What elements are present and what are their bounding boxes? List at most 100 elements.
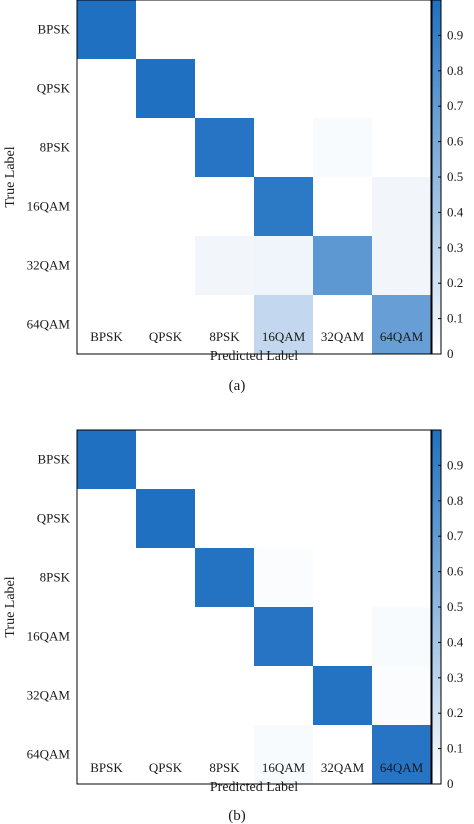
- heatmap-cell: [136, 430, 196, 490]
- colorbar-tick-label: 0.3: [447, 240, 463, 255]
- heatmap-cell: [195, 548, 255, 608]
- heatmap-cell: [77, 295, 137, 355]
- heatmap-cell: [372, 607, 432, 667]
- heatmap-cell: [313, 666, 373, 726]
- y-tick-label: QPSK: [37, 81, 71, 96]
- heatmap-cell: [313, 0, 373, 60]
- heatmap-cell: [313, 59, 373, 119]
- heatmap-cell: [77, 666, 137, 726]
- x-tick-label: 8PSK: [209, 329, 240, 344]
- heatmap-cell: [313, 489, 373, 549]
- heatmap-cell: [254, 177, 314, 237]
- heatmap-cell: [195, 666, 255, 726]
- heatmap-cell: [313, 725, 373, 785]
- y-tick-label: 16QAM: [27, 629, 71, 644]
- heatmap-cell: [195, 489, 255, 549]
- subfigure-caption: (b): [228, 808, 246, 824]
- heatmap-cell: [254, 430, 314, 490]
- heatmap-cell: [195, 607, 255, 667]
- colorbar-tick-label: 0.7: [447, 98, 464, 113]
- y-tick-label: 64QAM: [27, 747, 71, 762]
- heatmap-cell: [136, 0, 196, 60]
- heatmap-cell: [254, 607, 314, 667]
- colorbar-tick-label: 0.5: [447, 599, 463, 614]
- x-tick-label: 64QAM: [380, 760, 424, 775]
- heatmap-cell: [195, 118, 255, 178]
- colorbar-tick-label: 0.8: [447, 63, 463, 78]
- heatmap-cell: [313, 548, 373, 608]
- y-tick-label: 16QAM: [27, 199, 71, 214]
- heatmap-cell: [136, 725, 196, 785]
- heatmap-cell: [372, 177, 432, 237]
- confusion-matrix-0: BPSK QPSK 8PSK 16QAM 32QAM 64QAM BPSK QPSK 8PSK 1…: [3, 0, 464, 394]
- y-tick-label: 64QAM: [27, 317, 71, 332]
- heatmap-cell: [313, 177, 373, 237]
- colorbar-tick-label: 0.6: [447, 134, 464, 149]
- heatmap-cell: [372, 59, 432, 119]
- x-tick-label: 32QAM: [321, 760, 365, 775]
- heatmap-cell: [77, 430, 137, 490]
- subfigure-caption: (a): [229, 378, 246, 394]
- x-tick-label: QPSK: [149, 760, 183, 775]
- colorbar-tick-label: 0.1: [447, 741, 463, 756]
- colorbar-tick-label: 0: [447, 776, 454, 791]
- x-tick-label: 32QAM: [321, 329, 365, 344]
- colorbar-tick-label: 0.4: [447, 634, 464, 649]
- y-axis-label: True Label: [3, 146, 18, 207]
- colorbar-tick-label: 0.9: [447, 457, 463, 472]
- heatmap-cell: [372, 118, 432, 178]
- y-tick-label: 8PSK: [40, 140, 71, 155]
- x-tick-label: 16QAM: [262, 760, 306, 775]
- heatmap-cell: [254, 0, 314, 60]
- heatmap-cell: [254, 666, 314, 726]
- heatmap-cell: [195, 177, 255, 237]
- heatmap-cell: [195, 59, 255, 119]
- heatmap-cell: [372, 666, 432, 726]
- plot-frame: [76, 0, 432, 355]
- heatmap-cell: [372, 236, 432, 296]
- y-tick-label: BPSK: [37, 452, 70, 467]
- heatmap-cell: [313, 295, 373, 355]
- colorbar-tick-label: 0.7: [447, 528, 464, 543]
- y-axis-label: True Label: [3, 576, 18, 637]
- heatmap-cell: [77, 59, 137, 119]
- heatmap-cell: [136, 59, 196, 119]
- x-axis-label: Predicted Label: [210, 780, 298, 795]
- x-tick-label: 64QAM: [380, 329, 424, 344]
- x-axis-label: Predicted Label: [210, 349, 298, 364]
- heatmap-cell: [195, 0, 255, 60]
- heatmap-cell: [195, 430, 255, 490]
- colorbar-tick-label: 0.5: [447, 169, 463, 184]
- heatmap-cell: [77, 236, 137, 296]
- heatmap-cell: [254, 118, 314, 178]
- y-tick-label: QPSK: [37, 511, 71, 526]
- colorbar-tick-label: 0.2: [447, 275, 463, 290]
- plot-frame: [76, 429, 432, 785]
- heatmap-cell: [254, 548, 314, 608]
- heatmap-cell: [136, 118, 196, 178]
- heatmap-cell: [136, 548, 196, 608]
- heatmap-cell: [254, 489, 314, 549]
- colorbar-tick-label: 0.9: [447, 27, 463, 42]
- x-tick-label: 8PSK: [209, 760, 240, 775]
- y-tick-label: BPSK: [37, 22, 70, 37]
- heatmap-cell: [195, 725, 255, 785]
- colorbar-tick-label: 0.3: [447, 670, 463, 685]
- heatmap-cell: [313, 118, 373, 178]
- x-tick-label: 16QAM: [262, 329, 306, 344]
- y-tick-label: 32QAM: [27, 258, 71, 273]
- confusion-matrix-1: BPSK QPSK 8PSK 16QAM 32QAM 64QAM BPSK QPSK 8PSK 1…: [3, 429, 464, 824]
- heatmap-cell: [372, 489, 432, 549]
- heatmap-cell: [77, 725, 137, 785]
- colorbar-tick-label: 0.2: [447, 705, 463, 720]
- heatmap-cell: [195, 236, 255, 296]
- heatmap-cell: [254, 295, 314, 355]
- heatmap-cell: [136, 607, 196, 667]
- heatmap-cell: [77, 607, 137, 667]
- heatmap-cell: [372, 725, 432, 785]
- heatmap-cell: [372, 295, 432, 355]
- heatmap-cell: [254, 236, 314, 296]
- heatmap-cell: [136, 177, 196, 237]
- heatmap-cell: [372, 548, 432, 608]
